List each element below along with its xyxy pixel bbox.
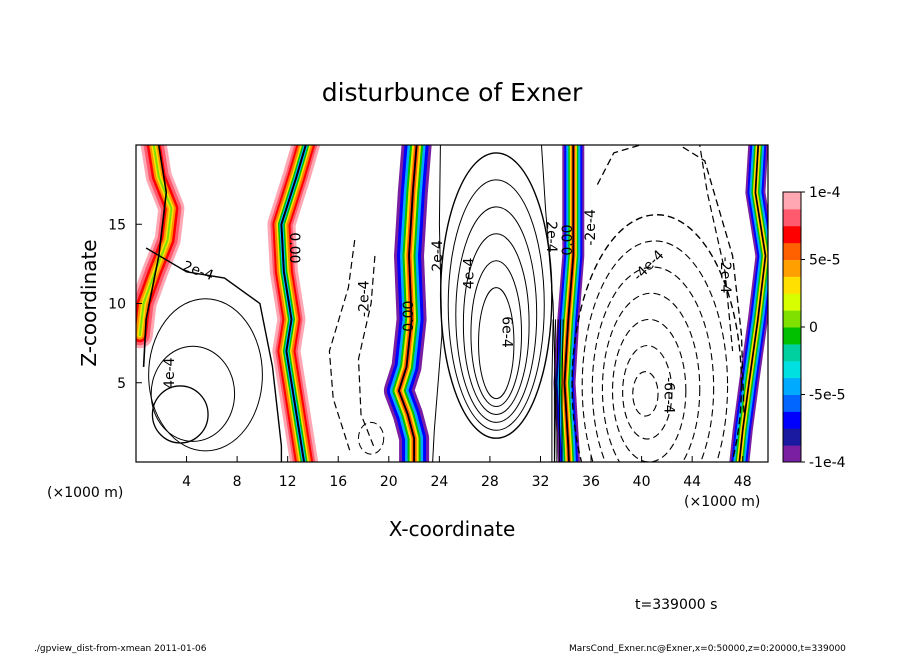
colorbar-segment (783, 242, 801, 260)
colorbar-segment (783, 310, 801, 328)
positive-contour (541, 145, 557, 462)
colorbar-segment (783, 360, 801, 379)
colorbar-segment (783, 411, 801, 429)
positive-contour (145, 247, 283, 462)
y-axis-label: Z-coordinate (77, 239, 101, 366)
x-axis: 4 8 12 16 20 24 28 32 36 40 44 48 (182, 456, 752, 490)
x-unit-left: (×1000 m) (47, 485, 123, 501)
zero-contour (280, 145, 307, 462)
x-tick-label: 12 (279, 474, 297, 490)
negative-contour (699, 145, 734, 352)
colorbar-segment (783, 192, 801, 210)
colorbar-segment (783, 394, 801, 412)
chart-title: disturbunce of Exner (322, 78, 583, 107)
colorbar-segment (783, 327, 801, 345)
negative-contour (357, 255, 376, 447)
positive-contour (558, 319, 562, 462)
negative-contour (611, 318, 687, 462)
y-tick-label: 5 (117, 376, 126, 392)
negative-contour (601, 292, 701, 462)
colorbar-segment (783, 225, 801, 244)
colorbar-label: -5e-5 (809, 388, 846, 404)
x-tick-label: 16 (329, 474, 347, 490)
contour-label: -6e-4 (660, 377, 676, 414)
contour-label: 0.00 (560, 225, 576, 256)
x-axis-label: X-coordinate (389, 517, 516, 541)
negative-contour (622, 344, 673, 440)
x-tick-label: 8 (233, 474, 242, 490)
negative-contour (357, 421, 385, 455)
contour-label: 2e-4 (430, 240, 446, 272)
x-tick-label: 48 (734, 474, 752, 490)
positive-contour (553, 319, 557, 462)
y-tick-label: 10 (108, 297, 126, 313)
contour-lines (142, 145, 767, 462)
x-tick-label: 40 (633, 474, 651, 490)
colorbar-segment (783, 343, 801, 362)
negative-contour (591, 266, 715, 462)
y-axis: 5 10 15 (108, 217, 142, 392)
colorbar: 1e-4 5e-5 0 -5e-5 -1e-4 (782, 185, 846, 471)
x-tick-label: 32 (532, 474, 550, 490)
contour-label: 2e-4 (543, 221, 559, 253)
positive-contour (432, 145, 443, 462)
negative-contour (581, 240, 729, 462)
time-label: t=339000 s (635, 597, 717, 613)
positive-contour (150, 345, 236, 442)
positive-contour (470, 260, 523, 408)
x-tick-label: 44 (683, 474, 701, 490)
positive-contour (447, 179, 545, 431)
colorbar-segment (783, 276, 801, 294)
zero-contour (397, 145, 418, 462)
negative-contour (328, 240, 356, 455)
contour-label: -2e-4 (717, 257, 733, 294)
contour-label: 6e-4 (499, 316, 515, 348)
colorbar-label: 1e-4 (809, 185, 841, 201)
footer-right: MarsCond_Exner.nc@Exner,x=0:50000,z=0:20… (569, 644, 846, 654)
positive-contour (556, 319, 559, 462)
front-left-band (138, 145, 173, 337)
positive-contour (462, 233, 530, 415)
colorbar-segment (783, 377, 801, 395)
colorbar-segment (783, 445, 801, 463)
colorbar-segment (783, 208, 801, 227)
contour-label: -2e-4 (357, 280, 373, 317)
positive-contour (478, 287, 515, 400)
positive-contour (151, 385, 209, 444)
positive-contour (148, 298, 263, 452)
contour-label: 0.00 (286, 232, 302, 263)
contour-label: 4e-4 (162, 357, 178, 389)
x-tick-label: 24 (430, 474, 448, 490)
x-tick-label: 28 (481, 474, 499, 490)
footer-left: ./gpview_dist-from-xmean 2011-01-06 (34, 644, 207, 654)
colorbar-segment (783, 428, 801, 446)
negative-contour (596, 145, 745, 415)
positive-contour (455, 206, 538, 423)
zero-contour (563, 145, 575, 462)
x-tick-label: 4 (182, 474, 191, 490)
zero-contour (738, 145, 767, 462)
contour-label: -2e-4 (583, 209, 599, 246)
y-tick-label: 15 (108, 217, 126, 233)
x-tick-label: 20 (380, 474, 398, 490)
contour-label: 0.00 (401, 301, 417, 332)
positive-contour (551, 319, 554, 462)
x-unit-right: (×1000 m) (684, 494, 760, 510)
colorbar-label: -1e-4 (809, 455, 846, 471)
negative-contour (632, 371, 659, 417)
negative-contour (571, 214, 743, 462)
colorbar-label: 0 (809, 320, 818, 336)
x-tick-label: 36 (582, 474, 600, 490)
positive-contour (561, 319, 564, 462)
colorbar-label: 5e-5 (809, 253, 840, 269)
colorbar-segment (783, 259, 801, 277)
colorbar-segment (783, 293, 801, 311)
contour-label: 4e-4 (462, 258, 478, 290)
